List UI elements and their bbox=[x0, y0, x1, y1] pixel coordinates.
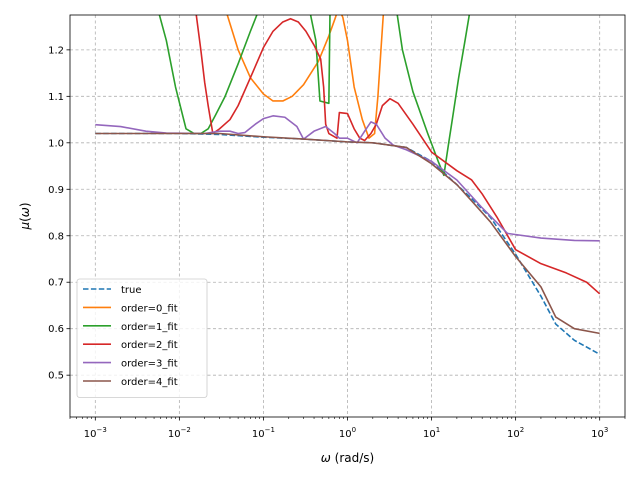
y-label-close-paren: ) bbox=[18, 202, 32, 207]
series-line-order=4_fit bbox=[95, 132, 600, 335]
series-line-order=3_fit bbox=[95, 115, 600, 242]
x-label-symbol: ω bbox=[321, 451, 331, 465]
y-axis-label: μ(ω) bbox=[18, 202, 32, 230]
x-tick-exponent: −2 bbox=[181, 426, 191, 434]
x-axis: 10−3 10−2 10−1 100 101 102 103 bbox=[69, 417, 626, 440]
series-layer bbox=[95, 15, 601, 355]
x-tick-label: 101 bbox=[423, 426, 440, 440]
legend-entry: order=2_fit bbox=[83, 340, 178, 351]
x-tick-label: 100 bbox=[339, 426, 356, 440]
y-tick-label: 0.6 bbox=[48, 324, 64, 335]
x-tick-label: 10−1 bbox=[252, 426, 275, 440]
x-tick-base: 10 bbox=[591, 429, 604, 440]
y-tick-label: 1.1 bbox=[48, 92, 64, 103]
y-tick-label: 0.5 bbox=[48, 371, 64, 382]
y-tick-label: 0.8 bbox=[48, 231, 64, 242]
x-tick-exponent: 0 bbox=[352, 426, 356, 434]
y-axis: 0.5 0.6 0.7 0.8 0.9 1.0 1.1 1.2 bbox=[48, 45, 70, 382]
legend-entry: order=3_fit bbox=[83, 359, 178, 370]
y-label-symbol: μ bbox=[18, 222, 32, 231]
x-tick-label: 10−3 bbox=[84, 426, 107, 440]
x-tick-exponent: 2 bbox=[520, 426, 524, 434]
x-tick-base: 10 bbox=[84, 429, 97, 440]
x-tick-base: 10 bbox=[168, 429, 181, 440]
legend-label: order=1_fit bbox=[121, 322, 178, 333]
x-tick-exponent: 3 bbox=[604, 426, 608, 434]
series-line-order=2_fit bbox=[195, 15, 601, 295]
y-label-open-paren: ( bbox=[18, 217, 32, 222]
y-tick-label: 0.7 bbox=[48, 278, 64, 289]
legend-entry: order=1_fit bbox=[83, 322, 178, 333]
x-tick-exponent: −3 bbox=[97, 426, 107, 434]
series-line-order=0_fit bbox=[226, 15, 385, 139]
y-label-arg: ω bbox=[18, 207, 32, 217]
x-tick-base: 10 bbox=[507, 429, 520, 440]
x-tick-base: 10 bbox=[252, 429, 265, 440]
x-axis-label: ω (rad/s) bbox=[321, 451, 374, 465]
x-label-unit: (rad/s) bbox=[331, 451, 374, 465]
legend-entry: order=0_fit bbox=[83, 303, 178, 314]
x-tick-label: 103 bbox=[591, 426, 608, 440]
legend-label: order=2_fit bbox=[121, 340, 178, 351]
legend-label: order=0_fit bbox=[121, 303, 178, 314]
legend-box bbox=[76, 278, 208, 398]
legend-label: true bbox=[121, 285, 142, 296]
grid bbox=[70, 15, 625, 417]
x-tick-exponent: −1 bbox=[265, 426, 275, 434]
x-tick-base: 10 bbox=[339, 429, 352, 440]
x-tick-exponent: 1 bbox=[436, 426, 440, 434]
y-tick-label: 0.9 bbox=[48, 185, 64, 196]
legend-label: order=3_fit bbox=[121, 359, 178, 370]
legend-label: order=4_fit bbox=[121, 377, 178, 388]
x-tick-label: 102 bbox=[507, 426, 524, 440]
legend-entry: true bbox=[83, 285, 142, 296]
y-tick-label: 1.0 bbox=[48, 138, 64, 149]
x-tick-base: 10 bbox=[423, 429, 436, 440]
legend-entry: order=4_fit bbox=[83, 377, 178, 388]
y-tick-label: 1.2 bbox=[48, 45, 64, 56]
legend: true order=0_fit order=1_fit order=2_fitord… bbox=[76, 278, 208, 398]
x-tick-label: 10−2 bbox=[168, 426, 191, 440]
